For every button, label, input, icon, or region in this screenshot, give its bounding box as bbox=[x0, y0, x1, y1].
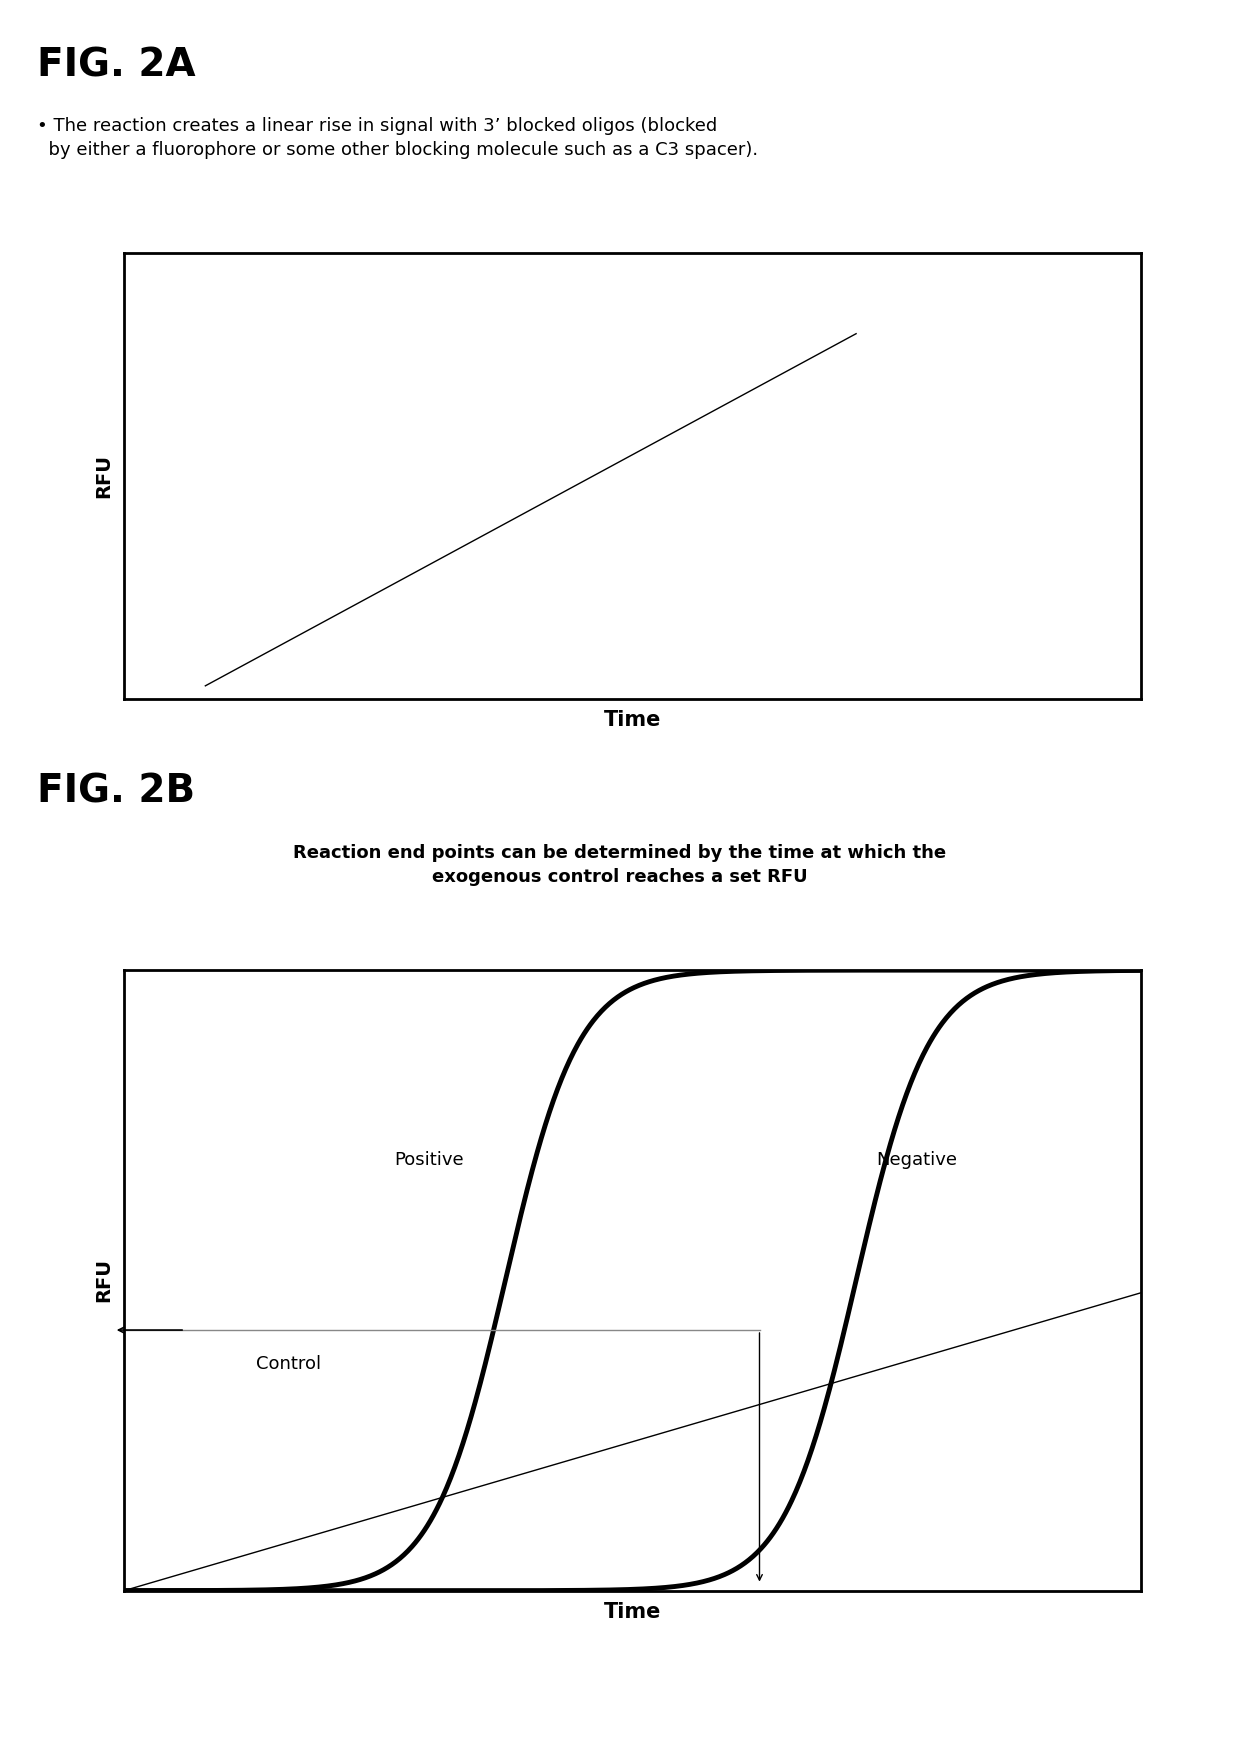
Y-axis label: RFU: RFU bbox=[94, 1259, 113, 1302]
X-axis label: Time: Time bbox=[604, 1601, 661, 1622]
X-axis label: Time: Time bbox=[604, 710, 661, 731]
Y-axis label: RFU: RFU bbox=[94, 454, 113, 498]
Text: Negative: Negative bbox=[877, 1150, 957, 1169]
Text: FIG. 2B: FIG. 2B bbox=[37, 773, 196, 811]
Text: FIG. 2A: FIG. 2A bbox=[37, 47, 196, 84]
Text: • The reaction creates a linear rise in signal with 3’ blocked oligos (blocked
 : • The reaction creates a linear rise in … bbox=[37, 117, 759, 159]
Text: Control: Control bbox=[257, 1355, 321, 1372]
Text: Positive: Positive bbox=[394, 1150, 464, 1169]
Text: Reaction end points can be determined by the time at which the
exogenous control: Reaction end points can be determined by… bbox=[294, 844, 946, 886]
